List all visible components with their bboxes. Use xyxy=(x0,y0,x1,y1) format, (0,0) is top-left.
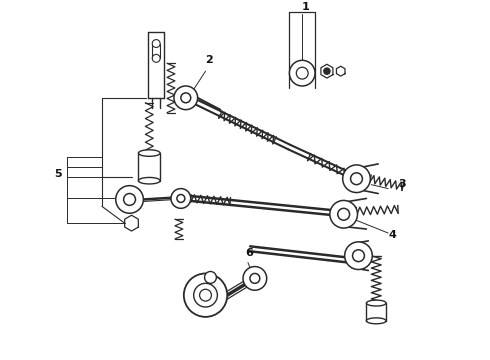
Circle shape xyxy=(344,242,372,270)
Circle shape xyxy=(290,60,315,86)
Ellipse shape xyxy=(139,150,160,156)
Circle shape xyxy=(243,266,267,290)
Circle shape xyxy=(324,68,330,74)
Text: 4: 4 xyxy=(388,230,396,240)
Text: 3: 3 xyxy=(398,179,406,189)
Ellipse shape xyxy=(367,318,386,324)
Circle shape xyxy=(171,189,191,208)
Text: 1: 1 xyxy=(301,2,309,12)
Ellipse shape xyxy=(367,300,386,306)
Bar xyxy=(139,153,160,181)
Circle shape xyxy=(184,274,227,317)
Bar xyxy=(367,303,386,321)
Circle shape xyxy=(199,289,212,301)
Circle shape xyxy=(330,201,358,228)
Text: 2: 2 xyxy=(205,55,213,65)
Circle shape xyxy=(194,283,218,307)
Circle shape xyxy=(174,86,197,110)
Text: 5: 5 xyxy=(54,169,62,179)
Ellipse shape xyxy=(139,177,160,184)
Circle shape xyxy=(343,165,370,193)
Circle shape xyxy=(152,54,160,62)
Text: 6: 6 xyxy=(245,248,253,258)
Circle shape xyxy=(204,271,217,283)
Circle shape xyxy=(152,40,160,48)
Circle shape xyxy=(116,186,144,213)
